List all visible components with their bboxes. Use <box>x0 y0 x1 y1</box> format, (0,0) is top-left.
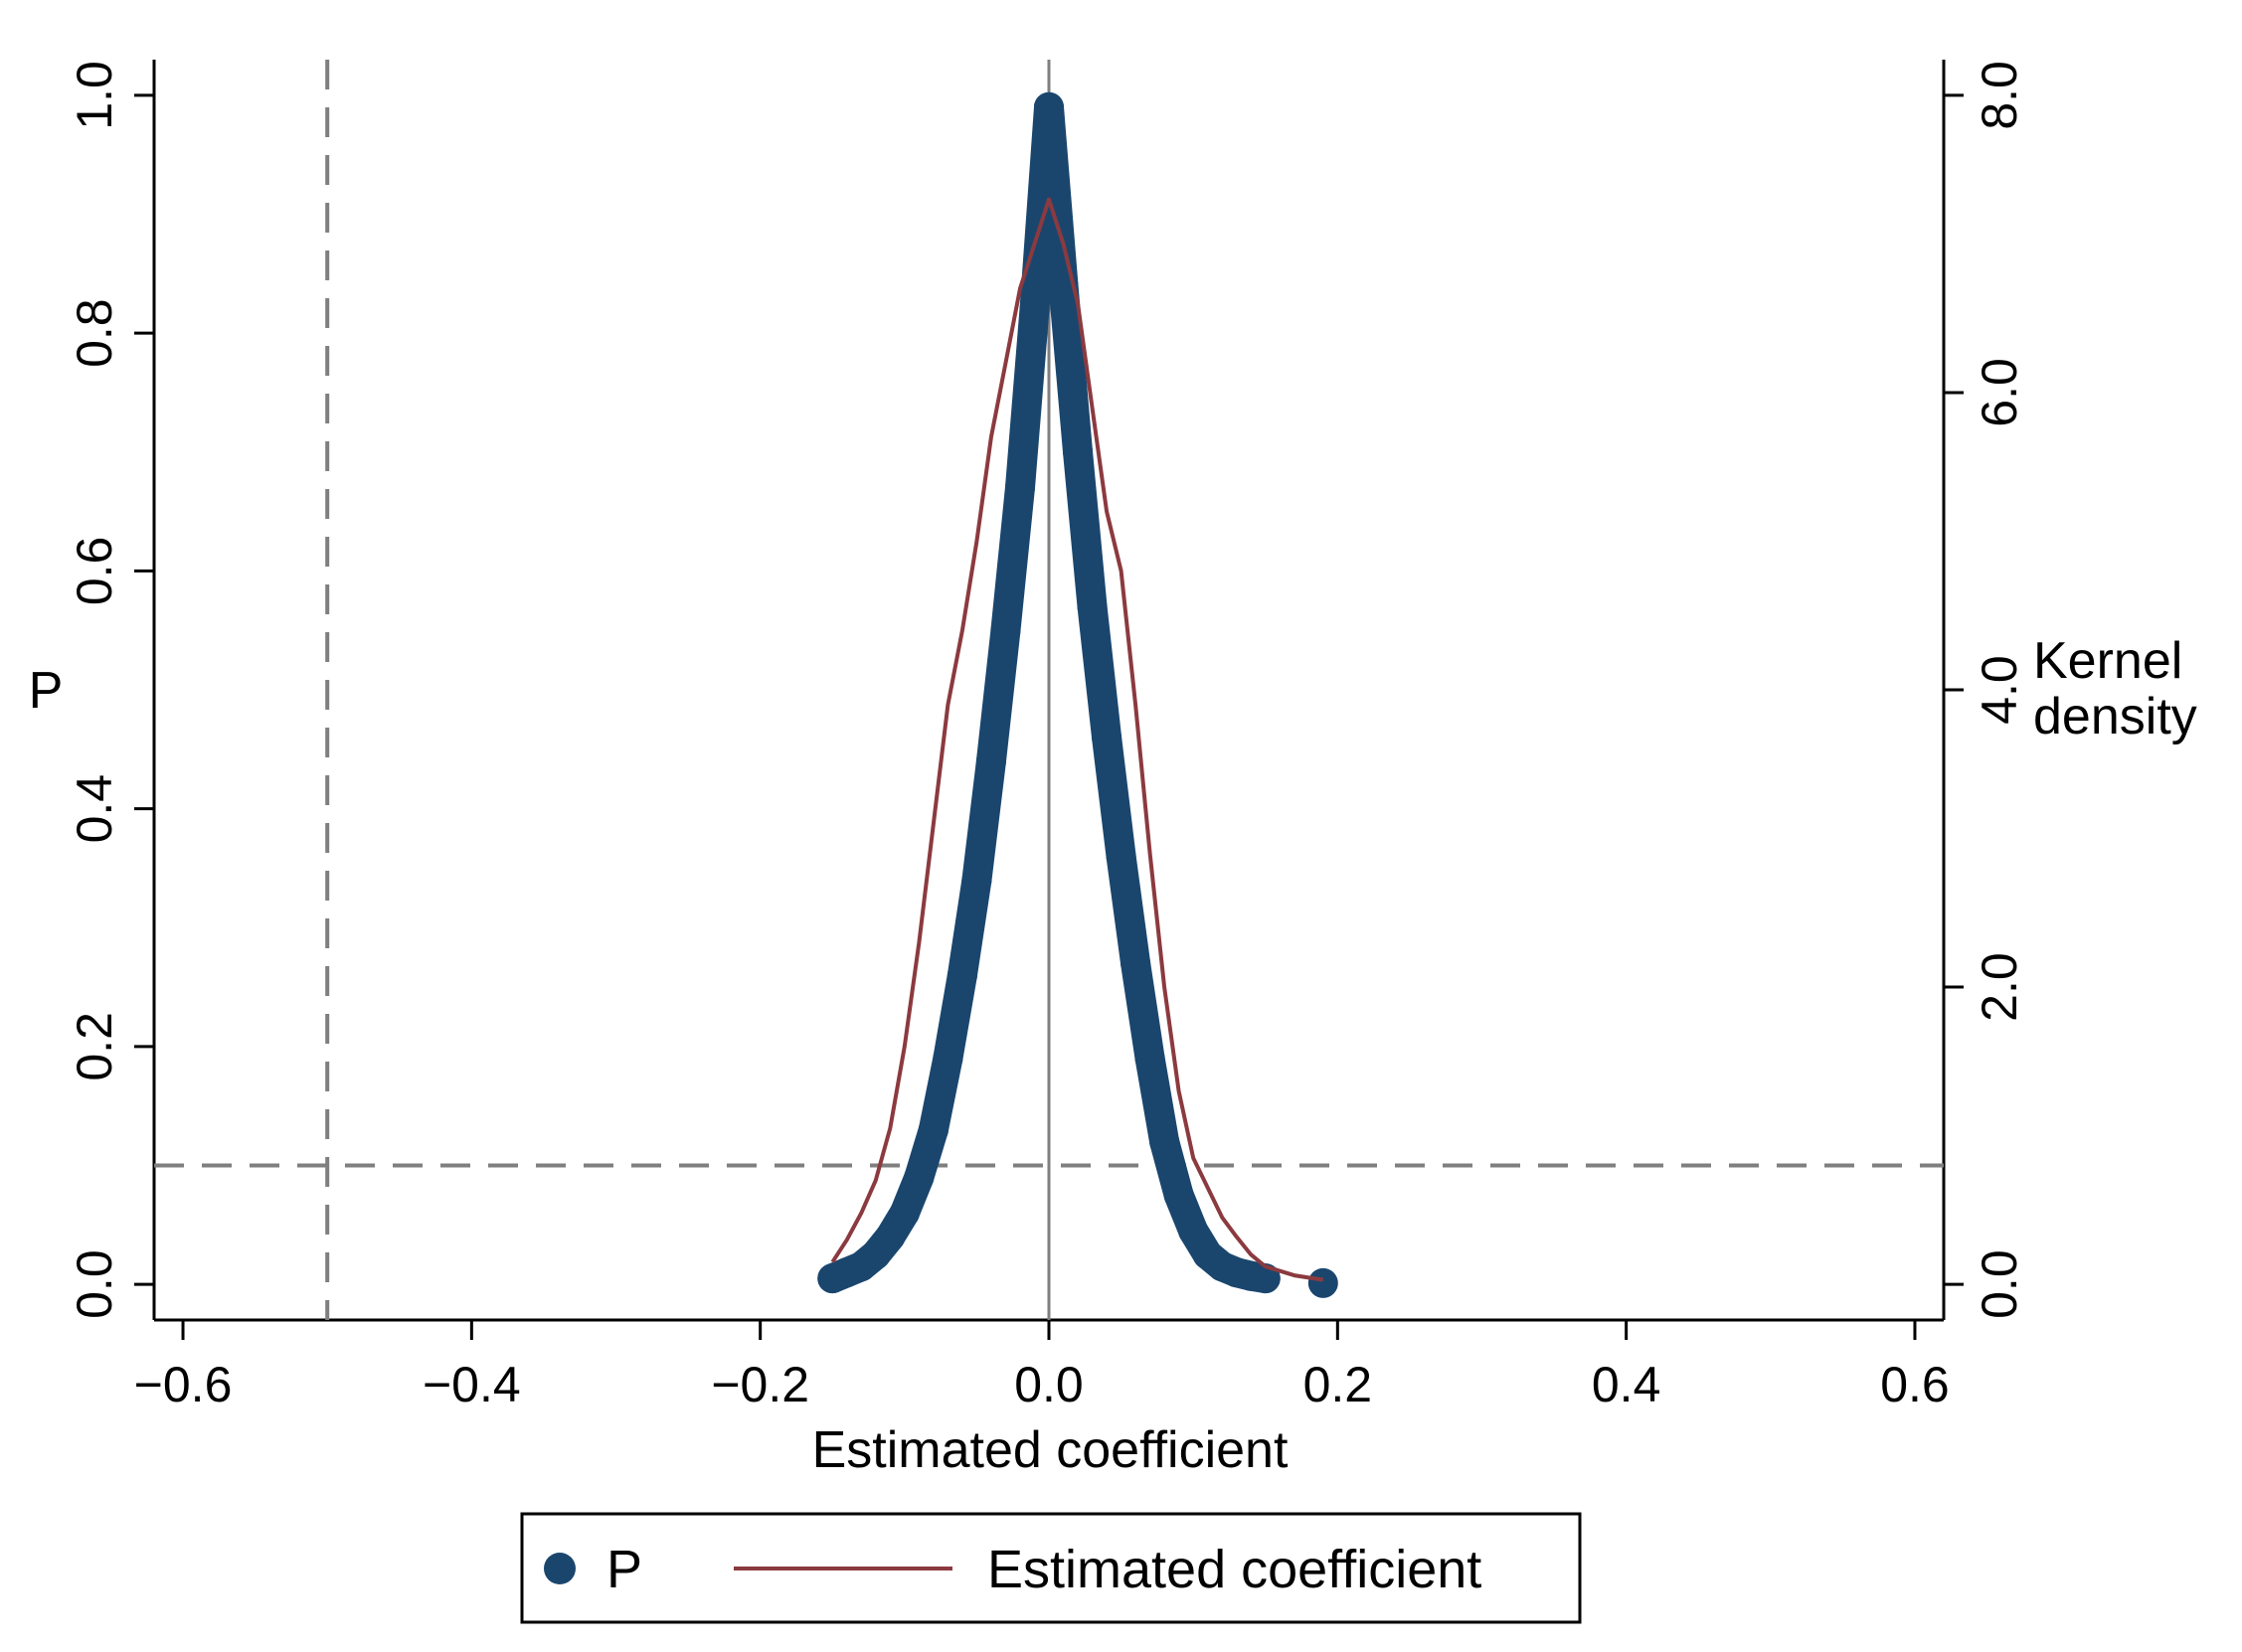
kernel-density-line <box>830 197 1324 1282</box>
legend-marker-p <box>544 1553 576 1584</box>
y-axis-right-title-line2: density <box>2033 688 2197 745</box>
p-point <box>918 1114 949 1145</box>
p-point <box>975 745 1006 776</box>
p-point <box>961 865 992 896</box>
y-axis-left-title: P <box>29 662 64 720</box>
p-point-band <box>1048 270 1094 467</box>
p-point <box>1004 472 1035 503</box>
p-point-band <box>1106 841 1151 979</box>
y-left-tick-label: 0.8 <box>67 298 122 368</box>
y-left-tick-label: 0.0 <box>67 1249 122 1319</box>
p-point <box>889 1198 920 1229</box>
p-point <box>990 615 1021 646</box>
p-point <box>1163 1180 1194 1211</box>
p-point <box>1077 591 1108 622</box>
y-left-tick-label: 0.4 <box>67 774 122 844</box>
p-point <box>875 1222 906 1252</box>
p-point-band <box>1063 436 1108 622</box>
y-right-tick-label: 0.0 <box>1972 1249 2027 1319</box>
p-point <box>947 960 977 991</box>
x-tick-label: 0.2 <box>1303 1357 1373 1412</box>
p-point-band <box>1004 294 1050 503</box>
x-axis-title: Estimated coefficient <box>812 1421 1289 1479</box>
p-point-band <box>990 472 1035 646</box>
p-point <box>1063 436 1094 467</box>
plot-area: −0.6 −0.4 −0.2 0.0 0.2 0.4 0.6 0.0 0.2 0.4 0.6 0.8 1… <box>67 60 2027 1412</box>
x-tick-label: −0.4 <box>423 1357 521 1412</box>
p-point-band <box>1121 948 1165 1074</box>
x-tick-label: 0.4 <box>1592 1357 1661 1412</box>
y-right-tick-label: 4.0 <box>1972 655 2027 725</box>
p-point-band <box>1077 591 1122 752</box>
y-right-tick-label: 2.0 <box>1972 952 2027 1022</box>
x-tick-label: 0.0 <box>1014 1357 1084 1412</box>
y-axis-right-title-line1: Kernel <box>2033 632 2182 690</box>
legend-box <box>520 1512 1582 1624</box>
p-point-band <box>947 865 992 991</box>
p-point <box>1307 1267 1338 1298</box>
x-tick-label: −0.2 <box>711 1357 809 1412</box>
p-point-band <box>1092 722 1136 872</box>
y-left-tick-label: 0.2 <box>67 1012 122 1081</box>
p-point <box>933 1043 963 1074</box>
legend-label-estimated-coefficient: Estimated coefficient <box>987 1540 1481 1599</box>
p-point <box>904 1162 935 1193</box>
p-point <box>1092 722 1122 752</box>
x-tick-label: −0.6 <box>134 1357 233 1412</box>
y-left-tick-label: 1.0 <box>67 61 122 130</box>
p-point-band <box>975 615 1021 776</box>
p-point <box>1019 294 1050 325</box>
p-point <box>1178 1216 1209 1246</box>
p-point-band <box>961 745 1006 896</box>
p-point <box>1121 948 1151 979</box>
p-point <box>1149 1126 1180 1157</box>
x-tick-label: 0.6 <box>1880 1357 1950 1412</box>
p-point <box>1034 91 1064 122</box>
y-left-tick-label: 0.6 <box>67 537 122 606</box>
p-point <box>1106 841 1136 872</box>
p-point <box>1134 1043 1165 1074</box>
p-point-band <box>1034 91 1079 301</box>
legend-label-p: P <box>606 1540 642 1599</box>
y-right-tick-label: 8.0 <box>1972 61 2027 130</box>
y-right-tick-label: 6.0 <box>1972 358 2027 427</box>
legend: P Estimated coefficient <box>520 1512 1582 1624</box>
p-point <box>1250 1263 1281 1294</box>
